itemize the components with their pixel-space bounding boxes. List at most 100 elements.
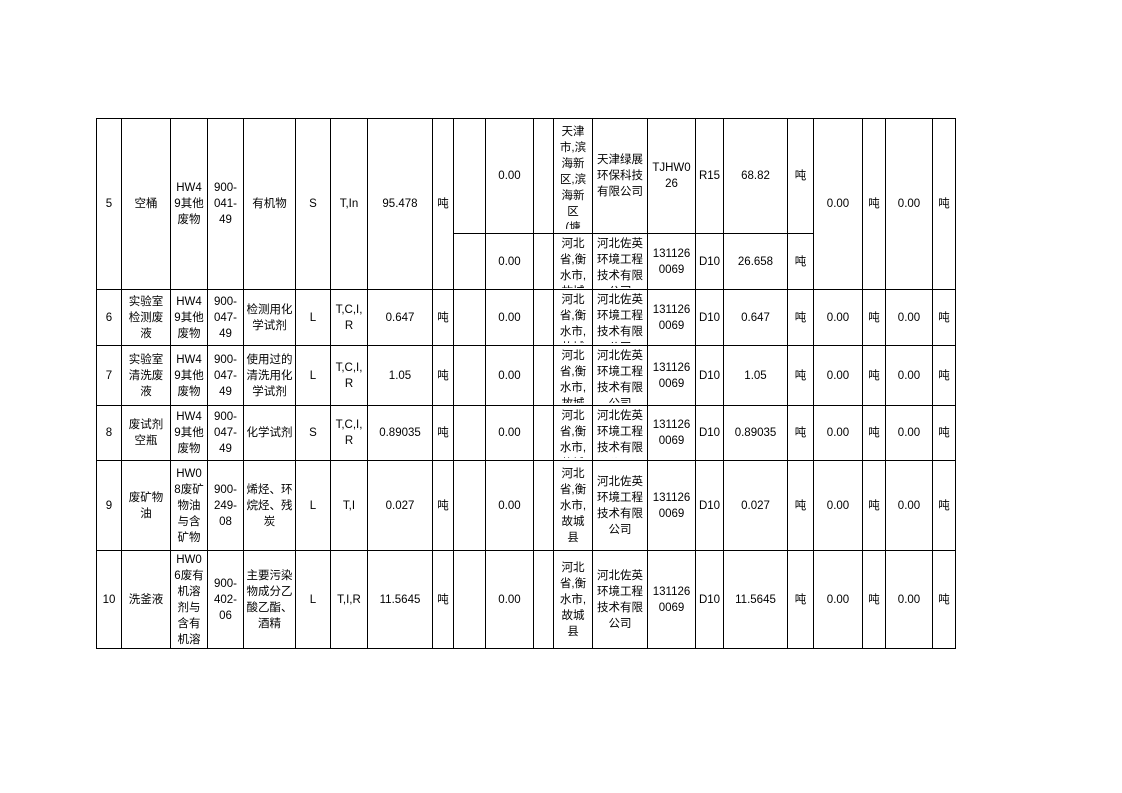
blank-cell [533,345,554,406]
end-unit-cell: 吨 [932,345,956,406]
self-disposal-value-cell: 0.00 [485,118,534,234]
end-unit-cell: 吨 [932,550,956,649]
physical-form-cell: L [295,460,331,551]
waste-category-cell: HW0 8废矿 物油 与含 矿物 [170,460,208,551]
receiver-license-cell: 131126 0069 [647,289,696,346]
serial-number-cell: 5 [96,118,122,290]
end-value-cell: 0.00 [813,550,863,649]
quantity-cell: 0.647 [367,289,433,346]
receiver-company-cell: 河北佐英 环境工程 技术有限 公司 [592,345,648,406]
self-disposal-value-cell: 0.00 [485,289,534,346]
waste-components-cell: 有机物 [243,118,296,290]
table-row: 10 洗釜液 HW0 6废有 机溶 剂与 含有 机溶 900- 402- 06 … [96,550,956,649]
quantity-cell: 1.05 [367,345,433,406]
table-row: 8 废试剂 空瓶 HW4 9其他 废物 900- 047- 49 化学试剂 S … [96,405,956,461]
receiver-company-cell: 河北佐英 环境工程 技术有限 公司 [592,233,648,290]
transfer-amount-cell: 11.5645 [723,550,788,649]
transfer-unit-cell: 吨 [787,233,814,290]
end-value-cell: 0.00 [885,550,933,649]
waste-code-cell: 900- 047- 49 [207,289,244,346]
receiver-company-cell: 河北佐英 环境工程 技术有限 公司 [592,460,648,551]
quantity-cell: 0.89035 [367,405,433,461]
table-row: 7 实验室 清洗废 液 HW4 9其他 废物 900- 047- 49 使用过的… [96,345,956,406]
hazard-characteristics-cell: T,C,I, R [330,405,368,461]
end-value-cell: 0.00 [813,405,863,461]
blank-cell [453,460,486,551]
waste-name-cell: 洗釜液 [121,550,171,649]
waste-name-cell: 实验室 检测废 液 [121,289,171,346]
transfer-amount-cell: 0.027 [723,460,788,551]
end-unit-cell: 吨 [862,345,886,406]
waste-category-cell: HW4 9其他 废物 [170,118,208,290]
transfer-unit-cell: 吨 [787,405,814,461]
receiver-license-cell: 131126 0069 [647,233,696,290]
self-disposal-value-cell: 0.00 [485,460,534,551]
physical-form-cell: S [295,118,331,290]
waste-code-cell: 900- 402- 06 [207,550,244,649]
end-unit-cell: 吨 [862,405,886,461]
blank-cell [533,550,554,649]
waste-name-cell: 废矿物 油 [121,460,171,551]
hazard-characteristics-cell: T,I,R [330,550,368,649]
receiver-company-cell: 河北佐英 环境工程 技术有限 公司 [592,405,648,461]
disposal-method-cell: R15 [695,118,724,234]
physical-form-cell: L [295,550,331,649]
table-row: 9 废矿物 油 HW0 8废矿 物油 与含 矿物 900- 249- 08 烯烃… [96,460,956,551]
disposal-method-cell: D10 [695,289,724,346]
receiver-location-cell: 河北 省,衡 水市, 故城 县 [553,550,593,649]
self-disposal-value-cell: 0.00 [485,345,534,406]
receiver-company-cell: 天津绿展 环保科技 有限公司 [592,118,648,234]
end-unit-cell: 吨 [932,460,956,551]
waste-components-cell: 主要污染 物成分乙 酸乙酯、 酒精 [243,550,296,649]
self-disposal-value-cell: 0.00 [485,233,534,290]
quantity-unit-cell: 吨 [432,118,454,290]
transfer-unit-cell: 吨 [787,289,814,346]
waste-code-cell: 900- 249- 08 [207,460,244,551]
serial-number-cell: 6 [96,289,122,346]
end-unit-cell: 吨 [932,289,956,346]
disposal-method-cell: D10 [695,405,724,461]
blank-cell [453,118,486,234]
end-value-cell: 0.00 [885,289,933,346]
physical-form-cell: S [295,405,331,461]
receiver-location-cell: 河北 省,衡 水市, 故城 [553,233,593,290]
waste-category-cell: HW0 6废有 机溶 剂与 含有 机溶 [170,550,208,649]
self-disposal-value-cell: 0.00 [485,550,534,649]
transfer-amount-cell: 26.658 [723,233,788,290]
receiver-license-cell: 131126 0069 [647,345,696,406]
waste-category-cell: HW4 9其他 废物 [170,345,208,406]
self-disposal-value-cell: 0.00 [485,405,534,461]
blank-cell [453,405,486,461]
end-value-cell: 0.00 [813,460,863,551]
quantity-unit-cell: 吨 [432,550,454,649]
end-unit-cell: 吨 [862,118,886,290]
hazardous-waste-transfer-table: 5 空桶 HW4 9其他 废物 900- 041- 49 有机物 S T,In … [96,118,956,649]
receiver-location-cell: 天津 市,滨 海新 区,滨 海新 区 (塘 [553,118,593,234]
waste-name-cell: 废试剂 空瓶 [121,405,171,461]
receiver-location-cell: 河北 省,衡 水市, 故城 [553,345,593,406]
hazard-characteristics-cell: T,C,I, R [330,289,368,346]
table-row: 6 实验室 检测废 液 HW4 9其他 废物 900- 047- 49 检测用化… [96,289,956,346]
receiver-license-cell: 131126 0069 [647,405,696,461]
waste-code-cell: 900- 047- 49 [207,345,244,406]
end-value-cell: 0.00 [813,118,863,290]
hazard-characteristics-cell: T,In [330,118,368,290]
blank-cell [453,289,486,346]
blank-cell [533,118,554,234]
receiver-location-cell: 河北 省,衡 水市, 故城 [553,405,593,461]
end-unit-cell: 吨 [932,118,956,290]
quantity-unit-cell: 吨 [432,289,454,346]
disposal-method-cell: D10 [695,550,724,649]
receiver-license-cell: TJHW0 26 [647,118,696,234]
transfer-amount-cell: 0.647 [723,289,788,346]
physical-form-cell: L [295,345,331,406]
receiver-license-cell: 131126 0069 [647,460,696,551]
disposal-method-cell: D10 [695,233,724,290]
waste-code-cell: 900- 047- 49 [207,405,244,461]
blank-cell [533,289,554,346]
receiver-location-cell: 河北 省,衡 水市, 故城 [553,289,593,346]
end-unit-cell: 吨 [862,289,886,346]
end-value-cell: 0.00 [885,460,933,551]
quantity-cell: 95.478 [367,118,433,290]
